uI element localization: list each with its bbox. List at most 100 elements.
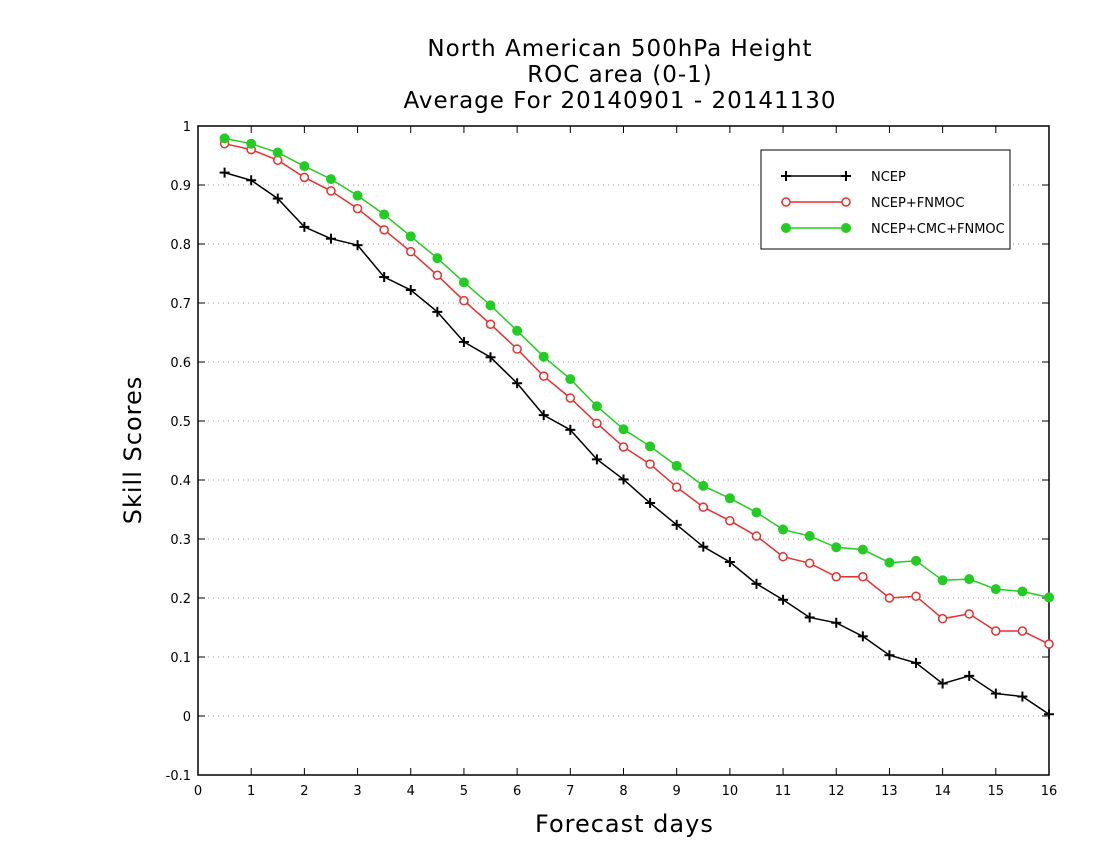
data-point (671, 482, 682, 492)
data-point (698, 480, 709, 491)
legend-marker (841, 197, 851, 207)
legend-label: NCEP+FNMOC (871, 196, 964, 211)
axis-ticks: -0.100.10.20.30.40.50.60.70.80.910 1 2 3 4 5 6… (166, 120, 1058, 799)
data-point (751, 578, 762, 589)
x-tick-label: 16 (1041, 784, 1058, 799)
gridlines (198, 184, 1049, 717)
data-point (1017, 691, 1028, 702)
data-point (352, 240, 363, 251)
legend-marker (781, 223, 791, 233)
data-point (458, 277, 469, 288)
data-point (565, 374, 576, 385)
data-point (751, 507, 762, 518)
data-point (592, 418, 602, 429)
data-point (512, 378, 523, 389)
data-point (937, 575, 948, 586)
data-point (485, 300, 496, 311)
series-ncep-fnmoc (219, 138, 1054, 649)
data-point (512, 325, 523, 336)
legend-label: NCEP (871, 170, 906, 185)
data-series (219, 133, 1054, 720)
x-axis-title: Forecast days (535, 810, 714, 838)
y-tick-label: 0.4 (170, 474, 191, 489)
data-point (831, 542, 842, 553)
series-ncep (219, 167, 1054, 720)
data-point (857, 631, 868, 642)
x-tick-label: 7 (566, 784, 574, 799)
data-point (379, 272, 390, 283)
y-tick-label: 0.1 (170, 651, 191, 666)
x-tick-label: 14 (934, 784, 951, 799)
data-point (831, 617, 842, 628)
data-point (406, 246, 416, 257)
data-point (405, 231, 416, 242)
data-point (964, 670, 975, 681)
y-tick-label: 0.8 (170, 238, 191, 253)
legend-marker (781, 171, 791, 181)
x-tick-label: 1 (247, 784, 255, 799)
data-point (352, 203, 363, 214)
x-tick-label: 3 (353, 784, 361, 799)
data-point (671, 519, 682, 530)
data-point (911, 657, 922, 668)
x-tick-label: 5 (460, 784, 468, 799)
x-tick-label: 4 (407, 784, 415, 799)
legend: NCEP NCEP+FNMOC NCEP+CMC+FNMOC (760, 149, 1011, 250)
x-tick-label: 13 (881, 784, 898, 799)
data-point (804, 531, 815, 542)
data-point (458, 336, 469, 347)
data-point (698, 502, 709, 512)
data-point (246, 175, 257, 186)
x-tick-label: 10 (722, 784, 739, 799)
data-point (565, 424, 576, 435)
y-tick-label: 1 (183, 120, 191, 135)
data-point (671, 460, 682, 471)
data-point (911, 591, 921, 601)
data-point (858, 572, 868, 582)
data-point (379, 225, 389, 235)
data-point (1017, 626, 1028, 636)
data-point (804, 558, 815, 568)
legend-marker (841, 171, 851, 181)
data-point (724, 493, 735, 504)
data-point (857, 544, 868, 555)
data-point (432, 270, 443, 281)
data-point (1017, 586, 1028, 597)
data-point (645, 459, 655, 469)
data-point (618, 474, 629, 485)
data-point (591, 454, 602, 465)
data-point (325, 174, 336, 185)
data-point (432, 306, 443, 317)
x-tick-label: 8 (619, 784, 627, 799)
legend-marker (841, 223, 851, 233)
data-point (884, 650, 895, 661)
legend-marker (781, 197, 791, 207)
series-line (224, 171, 1050, 715)
data-point (778, 551, 788, 562)
data-point (964, 574, 975, 585)
y-tick-label: 0 (183, 710, 191, 725)
data-point (299, 221, 310, 232)
data-point (645, 441, 656, 452)
data-point (591, 401, 602, 412)
data-point (964, 609, 974, 619)
legend-box (760, 149, 1011, 250)
data-point (937, 613, 948, 624)
y-tick-label: -0.1 (166, 769, 191, 784)
x-tick-label: 9 (673, 784, 681, 799)
series-ncep-cmc-fnmoc (219, 133, 1054, 603)
data-point (645, 498, 656, 509)
data-point (751, 531, 762, 541)
data-point (219, 167, 230, 178)
data-point (326, 186, 336, 196)
data-point (1044, 592, 1054, 603)
y-tick-label: 0.7 (170, 297, 191, 312)
data-point (1044, 709, 1054, 720)
data-point (272, 193, 283, 204)
data-point (990, 688, 1001, 699)
x-tick-label: 2 (300, 784, 308, 799)
data-point (485, 319, 496, 329)
data-point (219, 133, 230, 144)
data-point (831, 572, 841, 582)
